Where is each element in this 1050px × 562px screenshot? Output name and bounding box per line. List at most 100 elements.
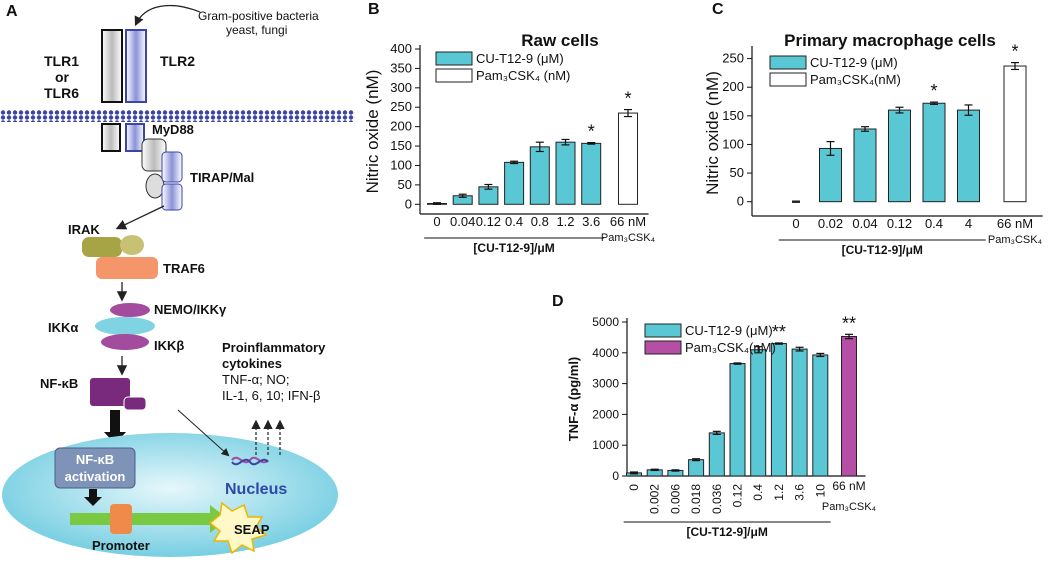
legend-swatch	[769, 55, 807, 70]
legend-label: Pam₃CSK₄ (nM)	[476, 68, 570, 83]
tlr1-box	[101, 29, 123, 103]
legend-label: Pam₃CSK₄(nM)	[810, 72, 901, 87]
x-tick-label: 0.4	[751, 484, 765, 501]
legend-label: CU-T12-9 (μM)	[476, 51, 564, 66]
y-tick-label: 0	[737, 194, 744, 209]
x-tick-label: 0.018	[689, 484, 703, 514]
nucleus	[2, 433, 338, 557]
receptor-label: TLR2	[160, 53, 195, 69]
legend-label: CU-T12-9 (μM)	[810, 55, 898, 70]
tlr1-tail	[101, 123, 121, 152]
y-tick-label: 250	[390, 99, 412, 114]
bar	[504, 161, 525, 205]
x-tick-label: 0.006	[668, 484, 682, 514]
adaptor-label: MyD88	[152, 122, 194, 137]
y-tick-label: 200	[390, 119, 412, 134]
y-tick-label: 50	[398, 177, 412, 192]
x-tick-label: 66 nM	[997, 216, 1033, 231]
activation-box	[54, 447, 136, 489]
bar	[888, 109, 911, 203]
source-label: yeast, fungi	[226, 23, 287, 37]
y-axis-label: Nitric oxide (nM)	[703, 71, 722, 195]
tirap-shape	[161, 151, 183, 183]
bar	[957, 109, 980, 203]
x-axis-label: [CU-T12-9]/μM	[686, 525, 767, 539]
y-axis-label: Nitric oxide (nM)	[363, 70, 382, 194]
x-tick-label: 0	[433, 214, 440, 229]
chart-title: Raw cells	[521, 31, 599, 50]
bar	[708, 432, 725, 477]
y-tick-label: 350	[390, 60, 412, 75]
panel-label: A	[6, 3, 18, 20]
y-tick-label: 0	[405, 196, 412, 211]
x-tick-label: 0.4	[925, 216, 943, 231]
bar	[618, 112, 638, 205]
receptor-label: TLR1	[44, 53, 79, 69]
pathway-diagram: A Gram-positive bacteria yeast, fungi TL…	[0, 3, 355, 557]
legend-label: Pam₃CSK₄(nM)	[685, 340, 776, 355]
translocation-arrow	[104, 410, 126, 444]
cytokine-title: cytokines	[222, 356, 282, 371]
x-tick-label: 0.04	[852, 216, 877, 231]
y-tick-label: 400	[390, 41, 412, 56]
x-sublabel: Pam₃CSK₄	[822, 501, 877, 513]
ikkb-shape	[101, 334, 149, 350]
bar	[581, 142, 602, 205]
adaptor-label: TIRAP/Mal	[190, 170, 254, 185]
y-axis-label: TNF-α (pg/ml)	[566, 357, 581, 442]
nfkb-shape	[90, 378, 130, 406]
x-tick-label: 66 nM	[610, 214, 646, 229]
irak-shape	[82, 237, 122, 257]
x-tick-label: 0.002	[648, 484, 662, 514]
reporter-label: SEAP	[234, 522, 270, 537]
binding-arrow	[134, 4, 201, 27]
x-axis-label: [CU-T12-9]/μM	[842, 243, 923, 257]
y-tick-label: 150	[390, 138, 412, 153]
significance-mark: *	[1011, 42, 1018, 62]
y-tick-label: 3000	[592, 377, 619, 391]
legend-swatch	[769, 72, 807, 87]
x-tick-label: 0.12	[731, 484, 745, 508]
significance-mark: **	[772, 322, 786, 342]
bar	[750, 349, 767, 477]
y-tick-label: 100	[390, 157, 412, 172]
activation-label: activation	[65, 469, 126, 484]
x-tick-label: 0.04	[450, 214, 475, 229]
y-tick-label: 5000	[592, 315, 619, 329]
legend-swatch	[644, 340, 682, 355]
panel-label: D	[552, 293, 564, 310]
legend-label: CU-T12-9 (μM)	[685, 323, 773, 338]
signal-arrow	[115, 205, 165, 230]
nemo-shape	[110, 303, 150, 317]
tlr2-box	[125, 29, 147, 103]
legend-swatch	[644, 323, 682, 338]
receptor-label: or	[55, 69, 70, 85]
bar	[922, 102, 946, 203]
y-tick-label: 1000	[592, 438, 619, 452]
y-tick-label: 2000	[592, 407, 619, 421]
x-tick-label: 0.12	[476, 214, 501, 229]
y-tick-label: 250	[722, 51, 744, 66]
x-tick-label: 4	[965, 216, 972, 231]
x-tick-label: 0	[792, 216, 799, 231]
legend-swatch	[435, 68, 473, 83]
cytokine-line: TNF-α; NO;	[222, 372, 289, 387]
irak-shape	[120, 235, 144, 255]
signal-arrow	[177, 409, 230, 457]
x-tick-label: 10	[813, 484, 827, 498]
x-tick-label: 66 nM	[832, 479, 865, 493]
y-tick-label: 0	[612, 469, 619, 483]
y-tick-label: 150	[722, 108, 744, 123]
source-label: Gram-positive bacteria	[198, 9, 319, 23]
bar	[688, 459, 705, 477]
bar	[1003, 65, 1027, 203]
x-tick-label: 0.4	[505, 214, 523, 229]
significance-mark: *	[930, 81, 937, 101]
tlr2-tail	[125, 123, 145, 152]
activation-arrow	[84, 489, 102, 506]
x-tick-label: 0	[627, 484, 641, 491]
bar	[841, 335, 857, 477]
x-tick-label: 3.6	[793, 484, 807, 501]
bar	[555, 141, 576, 205]
